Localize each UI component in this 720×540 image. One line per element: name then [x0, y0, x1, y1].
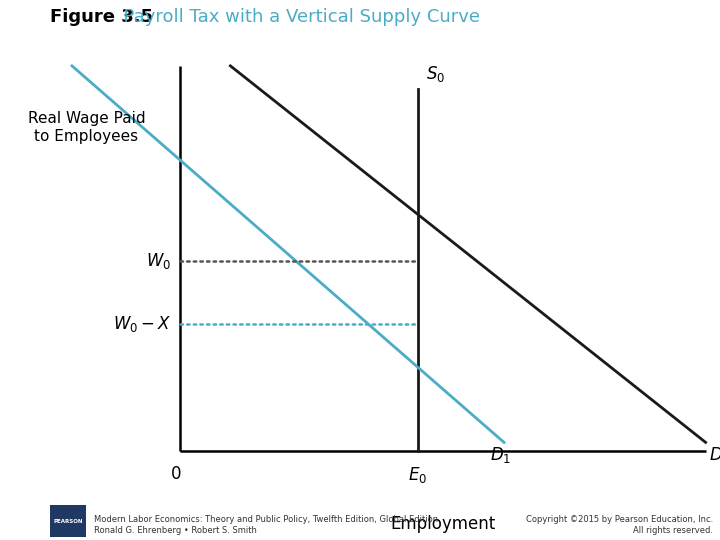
Text: $D_0$: $D_0$: [709, 444, 720, 464]
Text: $W_0$: $W_0$: [146, 251, 171, 271]
Text: Employment: Employment: [390, 515, 495, 533]
Text: 0: 0: [171, 465, 181, 483]
Text: $D_1$: $D_1$: [490, 444, 510, 464]
Text: Figure 3.5: Figure 3.5: [50, 8, 153, 26]
Text: PEARSON: PEARSON: [54, 518, 83, 524]
Text: Payroll Tax with a Vertical Supply Curve: Payroll Tax with a Vertical Supply Curve: [112, 8, 480, 26]
Text: $W_0 - X$: $W_0 - X$: [113, 314, 171, 334]
Text: Real Wage Paid
to Employees: Real Wage Paid to Employees: [27, 111, 145, 144]
Text: $E_0$: $E_0$: [408, 465, 427, 485]
Text: Modern Labor Economics: Theory and Public Policy, Twelfth Edition, Global Editio: Modern Labor Economics: Theory and Publi…: [94, 515, 438, 535]
Text: $S_0$: $S_0$: [426, 64, 446, 84]
Text: Copyright ©2015 by Pearson Education, Inc.
All rights reserved.: Copyright ©2015 by Pearson Education, In…: [526, 515, 713, 535]
